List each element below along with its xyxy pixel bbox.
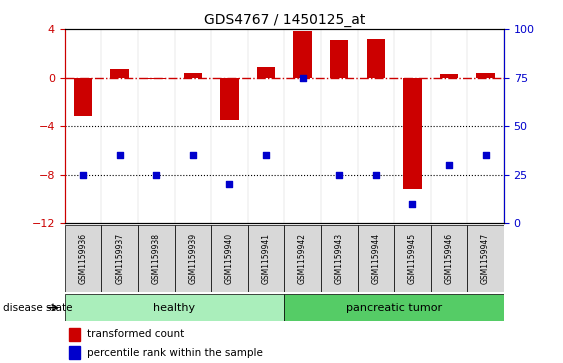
- Text: healthy: healthy: [154, 303, 195, 313]
- Bar: [403, 78, 422, 189]
- Text: GSM1159940: GSM1159940: [225, 233, 234, 284]
- Bar: [101, 225, 138, 292]
- Bar: [65, 225, 101, 292]
- Bar: [467, 225, 504, 292]
- Text: GSM1159947: GSM1159947: [481, 233, 490, 284]
- Bar: [110, 69, 129, 78]
- Bar: [74, 78, 92, 117]
- Text: GSM1159939: GSM1159939: [189, 233, 197, 284]
- Point: [152, 172, 161, 178]
- Text: pancreatic tumor: pancreatic tumor: [346, 303, 442, 313]
- Title: GDS4767 / 1450125_at: GDS4767 / 1450125_at: [204, 13, 365, 26]
- Bar: [175, 225, 211, 292]
- Bar: [284, 294, 504, 321]
- Bar: [321, 225, 358, 292]
- Bar: [69, 346, 80, 359]
- Point: [445, 162, 454, 168]
- Point: [298, 75, 307, 81]
- Point: [334, 172, 343, 178]
- Bar: [69, 328, 80, 340]
- Text: GSM1159937: GSM1159937: [115, 233, 124, 284]
- Text: GSM1159938: GSM1159938: [152, 233, 160, 284]
- Bar: [358, 225, 394, 292]
- Text: transformed count: transformed count: [87, 329, 184, 339]
- Bar: [248, 225, 284, 292]
- Text: disease state: disease state: [3, 303, 72, 313]
- Point: [408, 201, 417, 207]
- Text: GSM1159945: GSM1159945: [408, 233, 417, 284]
- Bar: [138, 225, 175, 292]
- Bar: [257, 67, 275, 78]
- Bar: [211, 225, 248, 292]
- Text: GSM1159943: GSM1159943: [335, 233, 343, 284]
- Bar: [293, 31, 312, 78]
- Point: [481, 152, 490, 158]
- Bar: [147, 78, 166, 79]
- Bar: [431, 225, 467, 292]
- Bar: [476, 73, 495, 78]
- Bar: [284, 225, 321, 292]
- Bar: [65, 294, 284, 321]
- Text: percentile rank within the sample: percentile rank within the sample: [87, 348, 262, 358]
- Text: GSM1159942: GSM1159942: [298, 233, 307, 284]
- Point: [372, 172, 381, 178]
- Bar: [330, 40, 348, 78]
- Text: GSM1159941: GSM1159941: [262, 233, 270, 284]
- Point: [225, 182, 234, 187]
- Point: [188, 152, 197, 158]
- Bar: [440, 74, 458, 78]
- Bar: [367, 39, 385, 78]
- Text: GSM1159944: GSM1159944: [372, 233, 380, 284]
- Point: [79, 172, 88, 178]
- Bar: [184, 73, 202, 78]
- Text: GSM1159936: GSM1159936: [79, 233, 87, 284]
- Point: [115, 152, 124, 158]
- Text: GSM1159946: GSM1159946: [445, 233, 453, 284]
- Bar: [220, 78, 239, 120]
- Bar: [394, 225, 431, 292]
- Point: [261, 152, 270, 158]
